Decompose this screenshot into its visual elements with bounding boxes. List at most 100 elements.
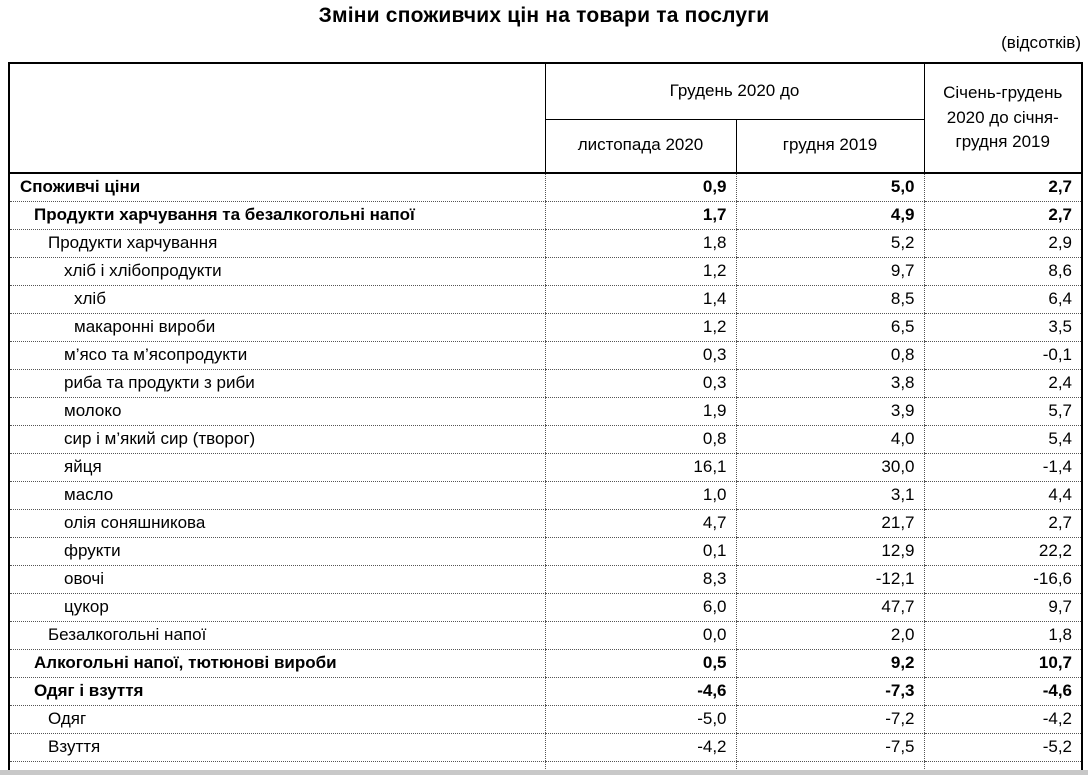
row-value: 21,7	[735, 509, 924, 538]
row-value: 12,9	[735, 537, 924, 566]
row-value: 9,2	[735, 649, 924, 678]
consumer-prices-table: Грудень 2020 до Січень-грудень 2020 до с…	[8, 62, 1083, 773]
table-row: Взуття -4,2 -7,5 -5,2	[9, 733, 1082, 762]
header-january-december: Січень-грудень 2020 до січня-грудня 2019	[923, 62, 1083, 174]
row-label: Алкогольні напої, тютюнові вироби	[9, 649, 545, 678]
row-value: -7,3	[735, 677, 924, 706]
row-value: 0,5	[544, 649, 736, 678]
row-value: -5,0	[544, 705, 736, 734]
row-value: 2,0	[735, 621, 924, 650]
row-value: 5,2	[735, 229, 924, 258]
row-value: 4,0	[735, 425, 924, 454]
row-value: 0,3	[544, 369, 736, 398]
cut-off-next-row-strip	[0, 770, 1088, 775]
row-label: хліб	[9, 285, 545, 314]
header-group-december-2020: Грудень 2020 до	[544, 62, 925, 120]
row-label: олія соняшникова	[9, 509, 545, 538]
row-label: макаронні вироби	[9, 313, 545, 342]
row-value: 8,3	[544, 565, 736, 594]
row-label: молоко	[9, 397, 545, 426]
row-value: 2,9	[923, 229, 1082, 258]
table-row: олія соняшникова 4,7 21,7 2,7	[9, 509, 1082, 538]
row-label: Споживчі ціни	[9, 173, 545, 202]
table-row: молоко 1,9 3,9 5,7	[9, 397, 1082, 426]
row-value: 5,4	[923, 425, 1082, 454]
table-header: Грудень 2020 до Січень-грудень 2020 до с…	[8, 62, 1083, 174]
row-value: 1,2	[544, 257, 736, 286]
row-value: 1,4	[544, 285, 736, 314]
row-label: цукор	[9, 593, 545, 622]
row-value: -0,1	[923, 341, 1082, 370]
row-label: Продукти харчування та безалкогольні нап…	[9, 201, 545, 230]
row-value: 2,7	[923, 509, 1082, 538]
row-value: -5,2	[923, 733, 1082, 762]
row-value: -4,6	[544, 677, 736, 706]
row-label: Взуття	[9, 733, 545, 762]
row-value: 5,7	[923, 397, 1082, 426]
row-label: хліб і хлібопродукти	[9, 257, 545, 286]
row-value: 2,7	[923, 201, 1082, 230]
row-value: 30,0	[735, 453, 924, 482]
row-value: 2,7	[923, 173, 1082, 202]
row-label: фрукти	[9, 537, 545, 566]
table-row: масло 1,0 3,1 4,4	[9, 481, 1082, 510]
row-value: 6,0	[544, 593, 736, 622]
row-label: яйця	[9, 453, 545, 482]
row-value: 8,5	[735, 285, 924, 314]
table-row: сир і м’який сир (творог) 0,8 4,0 5,4	[9, 425, 1082, 454]
row-value: -7,2	[735, 705, 924, 734]
row-value: 0,1	[544, 537, 736, 566]
row-label: м’ясо та м’ясопродукти	[9, 341, 545, 370]
row-value: 0,8	[544, 425, 736, 454]
row-value: 47,7	[735, 593, 924, 622]
table-row: фрукти 0,1 12,9 22,2	[9, 537, 1082, 566]
row-value: 1,2	[544, 313, 736, 342]
unit-note: (відсотків)	[1001, 33, 1081, 52]
table-row: макаронні вироби 1,2 6,5 3,5	[9, 313, 1082, 342]
row-value: 16,1	[544, 453, 736, 482]
table-row: овочі 8,3 -12,1 -16,6	[9, 565, 1082, 594]
table-row: риба та продукти з риби 0,3 3,8 2,4	[9, 369, 1082, 398]
row-label: Продукти харчування	[9, 229, 545, 258]
row-value: 22,2	[923, 537, 1082, 566]
row-value: 4,4	[923, 481, 1082, 510]
row-value: 0,9	[544, 173, 736, 202]
row-value: 2,4	[923, 369, 1082, 398]
row-value: -4,2	[544, 733, 736, 762]
row-value: 3,9	[735, 397, 924, 426]
row-value: 1,8	[923, 621, 1082, 650]
table-row: Одяг і взуття -4,6 -7,3 -4,6	[9, 677, 1082, 706]
row-value: 1,9	[544, 397, 736, 426]
table-row: Споживчі ціни 0,9 5,0 2,7	[9, 173, 1082, 202]
row-value: 0,8	[735, 341, 924, 370]
header-sub-november-2020: листопада 2020	[544, 118, 737, 174]
header-category-cell	[8, 62, 546, 174]
table-row: Продукти харчування 1,8 5,2 2,9	[9, 229, 1082, 258]
row-value: 8,6	[923, 257, 1082, 286]
row-value: 3,1	[735, 481, 924, 510]
header-sub-december-2019: грудня 2019	[735, 118, 925, 174]
row-value: 3,8	[735, 369, 924, 398]
row-value: 4,9	[735, 201, 924, 230]
row-value: -7,5	[735, 733, 924, 762]
row-label: масло	[9, 481, 545, 510]
page-title: Зміни споживчих цін на товари та послуги	[318, 4, 770, 27]
row-label: Одяг і взуття	[9, 677, 545, 706]
row-value: 1,0	[544, 481, 736, 510]
row-value: 1,8	[544, 229, 736, 258]
table-row: Алкогольні напої, тютюнові вироби 0,5 9,2 1…	[9, 649, 1082, 678]
row-value: 4,7	[544, 509, 736, 538]
row-label: сир і м’який сир (творог)	[9, 425, 545, 454]
row-value: -12,1	[735, 565, 924, 594]
table-row: Продукти харчування та безалкогольні нап…	[9, 201, 1082, 230]
row-value: -16,6	[923, 565, 1082, 594]
row-value: 1,7	[544, 201, 736, 230]
row-label: Одяг	[9, 705, 545, 734]
row-value: 10,7	[923, 649, 1082, 678]
row-value: 9,7	[735, 257, 924, 286]
row-value: 3,5	[923, 313, 1082, 342]
table-row: Безалкогольні напої 0,0 2,0 1,8	[9, 621, 1082, 650]
row-value: 0,3	[544, 341, 736, 370]
table-row: цукор 6,0 47,7 9,7	[9, 593, 1082, 622]
